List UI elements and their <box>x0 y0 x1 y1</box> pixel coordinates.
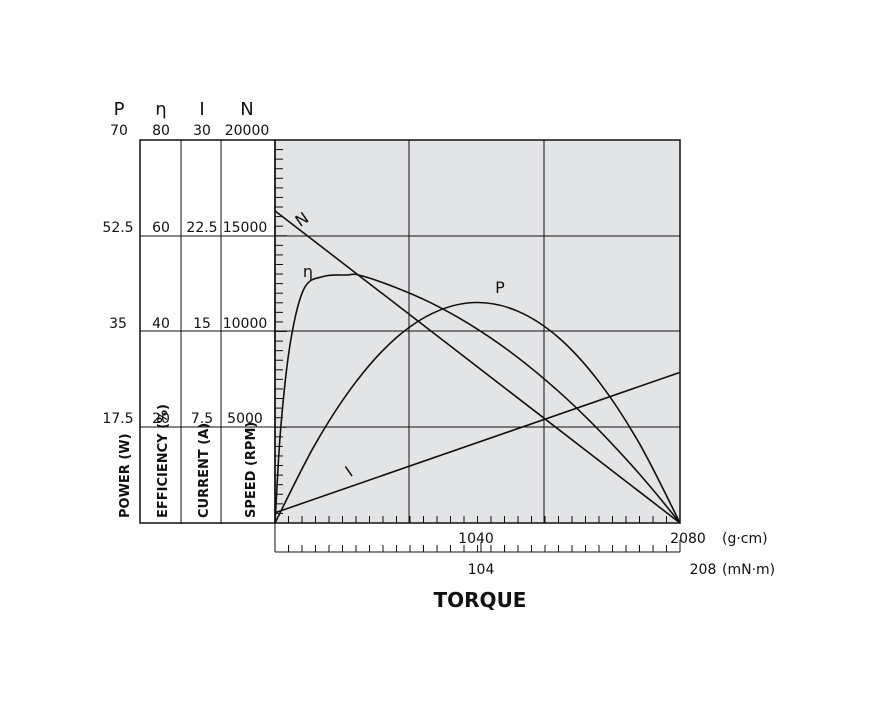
axis-tick-label-2: 7.5 <box>191 411 213 427</box>
axis-max-label-0: 70 <box>110 123 128 139</box>
axis-tick-label-3: 15000 <box>223 220 268 236</box>
axis-max-label-3: 20000 <box>225 123 270 139</box>
series-label-η: η <box>303 262 313 281</box>
axis-symbol-0: P <box>114 99 125 120</box>
axis-tick-label-1: 20 <box>152 411 170 427</box>
x-tick-label-primary: 2080 <box>670 531 706 547</box>
axis-caption-3: SPEED (RPM) <box>244 422 259 518</box>
x-unit-secondary: (mN·m) <box>722 562 775 578</box>
axis-tick-label-3: 10000 <box>223 316 268 332</box>
x-axis-title: TORQUE <box>434 588 527 612</box>
x-tick-label-secondary: 104 <box>468 562 495 578</box>
axis-tick-label-2: 15 <box>193 316 211 332</box>
series-line-η <box>274 273 681 524</box>
x-tick-label-secondary: 208 <box>690 562 717 578</box>
x-tick-label-primary: 1040 <box>458 531 494 547</box>
axis-caption-1: EFFICIENCY (%) <box>156 404 171 518</box>
axis-tick-label-1: 60 <box>152 220 170 236</box>
series-line-P <box>274 301 681 524</box>
x-unit-primary: (g·cm) <box>722 531 768 547</box>
series-line-I <box>274 371 681 514</box>
axis-tick-label-2: 22.5 <box>186 220 217 236</box>
axis-tick-label-1: 40 <box>152 316 170 332</box>
axis-caption-2: CURRENT (A) <box>197 423 212 518</box>
axis-tick-label-0: 52.5 <box>102 220 133 236</box>
axis-symbol-2: I <box>199 99 204 120</box>
axis-symbol-1: η <box>155 99 166 120</box>
axis-max-label-1: 80 <box>152 123 170 139</box>
axis-tick-label-0: 35 <box>109 316 127 332</box>
series-label-P: P <box>495 278 505 297</box>
axis-max-label-2: 30 <box>193 123 211 139</box>
axis-symbol-3: N <box>240 99 253 120</box>
series-line-N <box>274 210 681 524</box>
axis-caption-0: POWER (W) <box>118 433 133 518</box>
axis-tick-label-3: 5000 <box>227 411 263 427</box>
axis-tick-label-0: 17.5 <box>102 411 133 427</box>
